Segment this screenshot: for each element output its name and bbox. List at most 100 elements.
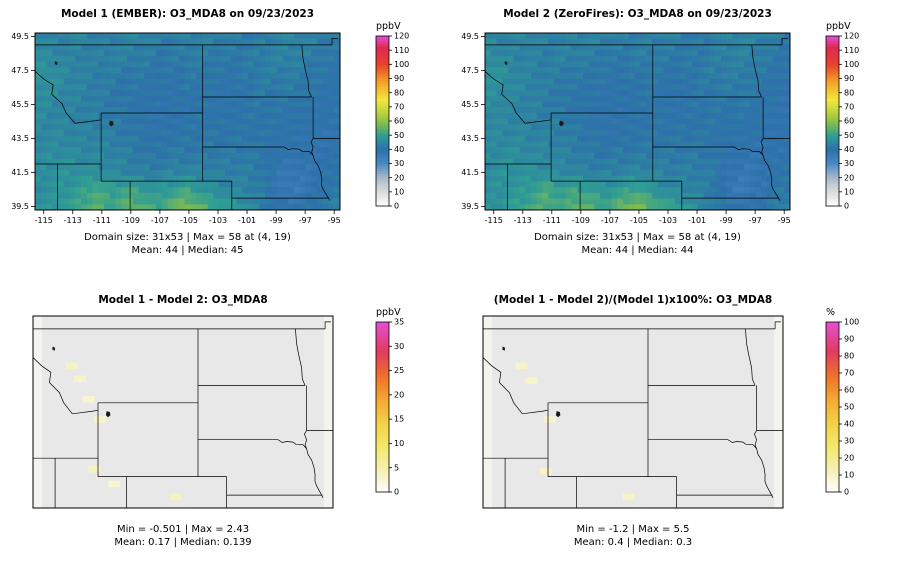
heatmap-cell (213, 181, 220, 188)
lake-shape (52, 346, 56, 351)
heatmap-cell (81, 181, 88, 188)
heatmap-cell (288, 84, 295, 91)
heatmap-cell (259, 135, 266, 142)
heatmap-cell (594, 187, 601, 194)
heatmap-cell (132, 181, 139, 188)
heatmap-cell (121, 135, 128, 142)
heatmap-cell (311, 61, 318, 68)
heatmap-cell (92, 90, 99, 97)
heatmap-cell (75, 33, 82, 40)
heatmap-cell (213, 72, 220, 80)
heatmap-cell (127, 152, 134, 160)
heatmap-cell (680, 95, 687, 102)
heatmap-cell (519, 192, 526, 199)
heatmap-cell (46, 158, 53, 165)
heatmap-cell (121, 130, 128, 137)
heatmap-cell (316, 95, 324, 102)
heatmap-cell (519, 44, 526, 51)
heatmap-cell (749, 152, 756, 160)
heatmap-cell (305, 170, 312, 177)
colorbar-swatch (826, 66, 839, 69)
heatmap-cell (40, 38, 47, 45)
heatmap-cell (531, 147, 538, 154)
heatmap-cell (316, 90, 324, 97)
heatmap-cell (761, 175, 768, 182)
heatmap-cell (525, 107, 532, 114)
heatmap-cell (121, 112, 128, 120)
heatmap-cell (132, 61, 139, 68)
heatmap-cell (230, 147, 237, 154)
heatmap-cell (692, 33, 699, 40)
heatmap-cell (201, 50, 209, 57)
heatmap-cell (115, 187, 122, 194)
heatmap-cell (63, 135, 70, 142)
heatmap-cell (646, 55, 653, 62)
heatmap-cell (542, 170, 549, 177)
heatmap-cell (766, 72, 774, 80)
heatmap-cell (646, 101, 653, 108)
colorbar-swatch (826, 91, 839, 94)
heatmap-cell (485, 192, 492, 199)
heatmap-cell (132, 192, 139, 199)
heatmap-cell (588, 130, 595, 137)
heatmap-cell (582, 101, 589, 108)
colorbar-swatch (376, 462, 389, 465)
heatmap-cell (726, 164, 733, 171)
heatmap-cell (651, 55, 659, 62)
heatmap-cell (46, 95, 53, 102)
heatmap-cell (201, 44, 209, 51)
heatmap-cell (109, 187, 116, 194)
heatmap-cell (63, 118, 70, 125)
colorbar-swatch (826, 377, 839, 380)
heatmap-cell (178, 158, 186, 165)
heatmap-cell (270, 67, 278, 74)
heatmap-cell (316, 175, 324, 182)
heatmap-cell (242, 67, 249, 74)
heatmap-cell (611, 130, 618, 137)
colorbar-swatch (826, 98, 839, 102)
heatmap-cell (732, 33, 739, 40)
heatmap-cell (150, 61, 157, 68)
heatmap-cell (247, 84, 255, 91)
heatmap-cell (265, 61, 272, 68)
heatmap-cell (92, 175, 99, 182)
heatmap-cell (242, 101, 249, 108)
heatmap-cell (138, 204, 145, 210)
heatmap-cell (559, 135, 566, 142)
heatmap-cell (525, 158, 532, 165)
heatmap-cell (190, 198, 197, 205)
heatmap-cell (155, 124, 163, 131)
heatmap-cell (669, 192, 676, 199)
lake-shape (109, 120, 114, 127)
heatmap-cell (726, 90, 733, 97)
heatmap-cell (623, 107, 630, 114)
heatmap-cell (709, 84, 716, 91)
heatmap-cell (669, 61, 676, 68)
heatmap-cell (219, 44, 226, 51)
heatmap-cell (513, 55, 520, 62)
heatmap-cell (738, 118, 745, 125)
heatmap-cell (628, 101, 636, 108)
heatmap-cell (778, 38, 785, 45)
heatmap-cell (40, 55, 47, 62)
heatmap-cell (709, 33, 716, 40)
heatmap-cell (305, 204, 312, 210)
heatmap-cell (623, 141, 630, 148)
heatmap-cell (536, 78, 543, 85)
colorbar-swatch (376, 352, 389, 355)
heatmap-cell (519, 101, 526, 108)
heatmap-cell (634, 147, 641, 154)
heatmap-cell (230, 204, 237, 210)
heatmap-cell (669, 124, 676, 131)
heatmap-cell (253, 164, 260, 171)
heatmap-cell (651, 124, 659, 131)
heatmap-cell (513, 118, 520, 125)
heatmap-cell (490, 198, 497, 205)
heatmap-cell (201, 181, 209, 188)
heatmap-cell (778, 95, 785, 102)
heatmap-cell (293, 101, 301, 108)
heatmap-cell (646, 72, 653, 80)
heatmap-cell (167, 175, 174, 182)
heatmap-cell (594, 78, 601, 85)
heatmap-cell (270, 61, 278, 68)
